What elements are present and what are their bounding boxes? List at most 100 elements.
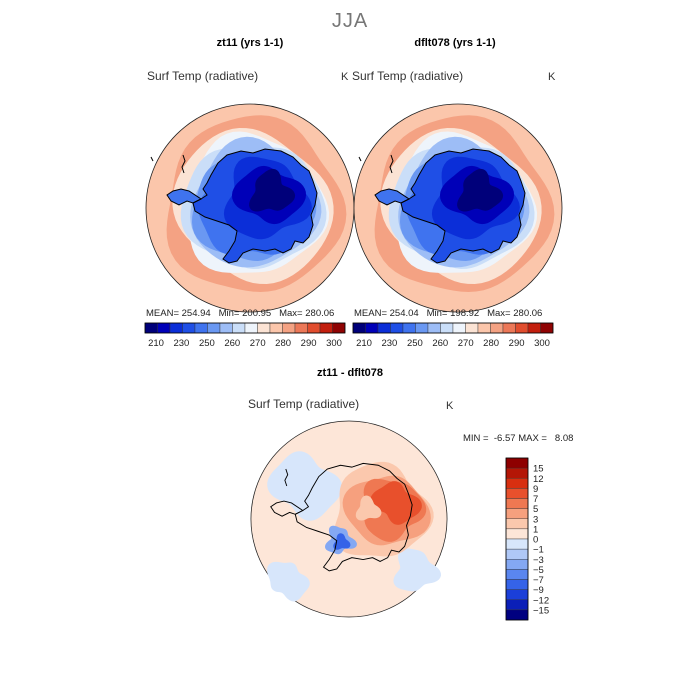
- vcolorbar-tick-label: 0: [533, 535, 538, 546]
- colorbar-tick-label: 270: [458, 338, 474, 349]
- colorbar-swatch-2: [377, 322, 391, 334]
- antarctic-peninsula: [375, 189, 409, 205]
- antarctic-coastline: [294, 462, 413, 572]
- vcolorbar-swatch-9: [505, 548, 529, 560]
- peninsula-coastline: [374, 188, 410, 206]
- colorbar-swatch-3: [390, 322, 404, 334]
- panel-1-variable: Surf Temp (radiative): [147, 69, 259, 83]
- vcolorbar-swatch-12: [505, 579, 529, 590]
- vcolorbar-swatch-3: [505, 488, 529, 499]
- colorbar-swatch-9: [257, 322, 271, 334]
- colorbar-swatch-5: [415, 322, 429, 334]
- colorbar-tick-label: 210: [148, 338, 164, 349]
- panel-2-stats: MEAN= 254.04 Min= 198.92 Max= 280.06: [354, 308, 542, 319]
- panel-2-units: K: [548, 71, 556, 83]
- vcolorbar-tick-label: −15: [533, 605, 549, 616]
- colorbar-tick-label: 260: [224, 338, 240, 349]
- diff-max-value: 8.08: [554, 433, 574, 444]
- panel-1-max-value: 280.06: [305, 308, 335, 319]
- vcolorbar-swatch-7: [505, 528, 529, 540]
- antarctic-peninsula: [167, 189, 201, 205]
- panel-1-title: zt11 (yrs 1-1): [216, 37, 284, 49]
- vcolorbar-swatch-14: [505, 599, 529, 611]
- panel-1-stats: MEAN= 254.94 Min= 200.95 Max= 280.06: [146, 308, 334, 319]
- island-coastline: [389, 154, 394, 174]
- colorbar-swatch-9: [465, 322, 479, 334]
- diff-band-neg-west: [267, 451, 343, 521]
- colorbar-swatch-12: [502, 322, 516, 334]
- colorbar-tick-label: 280: [275, 338, 291, 349]
- island-coastline: [181, 154, 186, 174]
- vcolorbar-swatch-1: [505, 467, 529, 479]
- peninsula-coastline: [166, 188, 202, 206]
- vcolorbar-swatch-6: [505, 518, 529, 530]
- colorbar-swatch-0: [144, 322, 158, 334]
- colorbar-swatch-1: [157, 322, 171, 334]
- diff-band-pos-7: [370, 481, 422, 525]
- vcolorbar-tick-label: 15: [533, 464, 544, 475]
- colorbar-swatch-11: [490, 322, 504, 334]
- vcolorbar-tick-label: −3: [533, 555, 544, 566]
- panel-2-colorbar: 210 230 250 260 270 280 290 300: [352, 322, 554, 349]
- colorbar-swatch-12: [294, 322, 308, 334]
- panel-1-units: K: [341, 71, 349, 83]
- panel-2-mean-value: 254.04: [389, 308, 419, 319]
- diff-max-label: MAX =: [518, 433, 547, 444]
- colorbar-swatch-6: [427, 322, 441, 334]
- vcolorbar-swatch-10: [505, 559, 529, 570]
- colorbar-swatch-4: [194, 322, 208, 334]
- colorbar-swatch-13: [307, 322, 321, 334]
- diff-band-neg-southeast: [393, 548, 442, 592]
- colorbar-swatch-10: [269, 322, 283, 334]
- panel-2-map: [353, 103, 563, 313]
- island-coastline: [284, 468, 289, 487]
- vcolorbar-tick-label: 3: [533, 514, 538, 525]
- vcolorbar-swatch-2: [505, 478, 529, 489]
- diff-band-interior-1: [355, 495, 382, 521]
- colorbar-swatch-8: [452, 322, 466, 334]
- diff-min-value: -6.57: [493, 433, 516, 444]
- colorbar-tick-label: 230: [381, 338, 397, 349]
- panel-1-map: [145, 103, 355, 313]
- south-america-tip: [358, 156, 362, 162]
- colorbar-swatch-1: [365, 322, 379, 334]
- colorbar-swatch-11: [282, 322, 296, 334]
- colorbar-swatch-14: [319, 322, 333, 334]
- vcolorbar-tick-label: −9: [533, 585, 544, 596]
- colorbar-tick-label: 290: [509, 338, 525, 349]
- colorbar-tick-label: 300: [534, 338, 550, 349]
- vcolorbar-tick-label: −7: [533, 575, 544, 586]
- antarctic-coastline: [400, 148, 526, 264]
- diff-min-label: MIN =: [463, 433, 489, 444]
- colorbar-swatch-14: [527, 322, 541, 334]
- diff-panel-variable: Surf Temp (radiative): [248, 397, 360, 411]
- vcolorbar-tick-label: −1: [533, 545, 544, 556]
- colorbar-tick-label: 300: [326, 338, 342, 349]
- panel-2-min-value: 198.92: [450, 308, 480, 319]
- panel-1-min-value: 200.95: [242, 308, 272, 319]
- temp-contour-band-coldest: [249, 168, 296, 212]
- diff-panel-units: K: [446, 400, 454, 412]
- vcolorbar-tick-label: −5: [533, 565, 544, 576]
- panel-2-mean-label: MEAN=: [354, 308, 387, 319]
- diff-band-neg-7: [333, 533, 351, 550]
- diff-panel-map: [250, 420, 448, 618]
- vcolorbar-tick-label: 1: [533, 524, 538, 535]
- colorbar-swatch-3: [182, 322, 196, 334]
- panel-1-colorbar: 210 230 250 260 270 280 290 300: [144, 322, 346, 349]
- colorbar-swatch-15: [332, 322, 346, 334]
- colorbar-tick-label: 250: [199, 338, 215, 349]
- colorbar-tick-label: 290: [301, 338, 317, 349]
- colorbar-tick-label: 210: [356, 338, 372, 349]
- vcolorbar-swatch-11: [505, 569, 529, 580]
- panel-2-min-label: Min=: [426, 308, 448, 319]
- vcolorbar-swatch-15: [505, 609, 529, 621]
- colorbar-tick-label: 230: [173, 338, 189, 349]
- colorbar-frame: [144, 322, 346, 334]
- season-title: JJA: [331, 10, 369, 32]
- panel-1-max-label: Max=: [279, 308, 303, 319]
- colorbar-swatch-13: [515, 322, 529, 334]
- colorbar-swatch-10: [477, 322, 491, 334]
- colorbar-swatch-6: [219, 322, 233, 334]
